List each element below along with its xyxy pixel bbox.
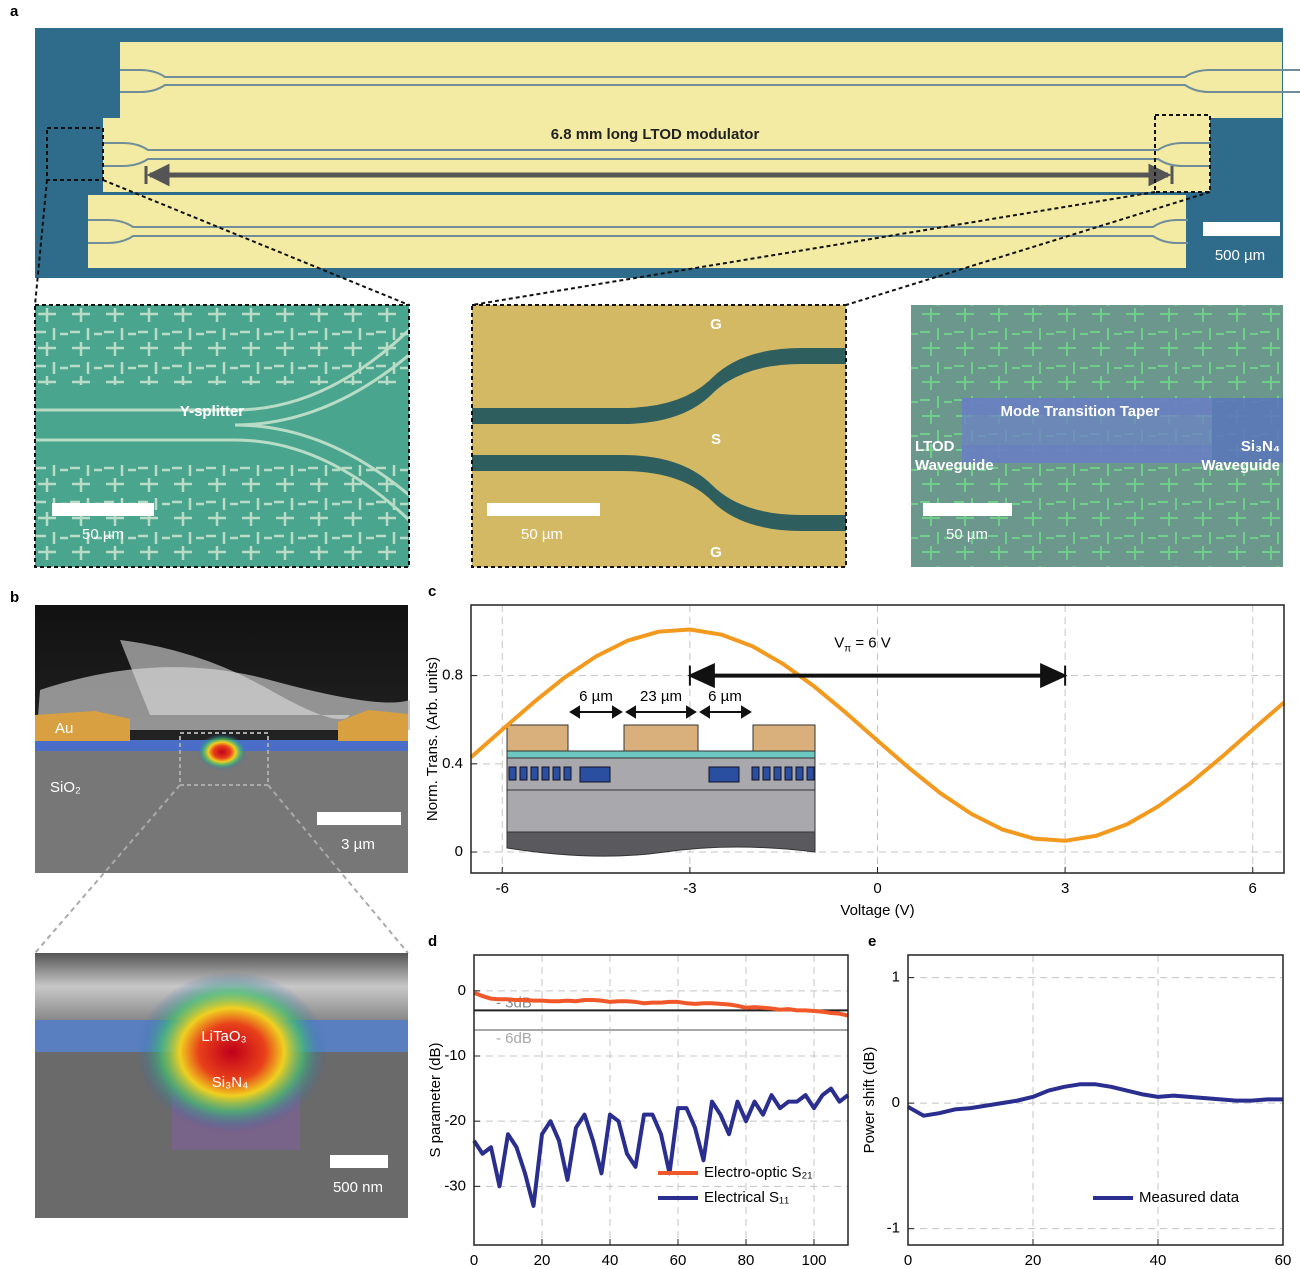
scale-label: 500 nm	[333, 1179, 383, 1196]
inset-y-splitter: Y-splitter 50 µm	[35, 305, 409, 567]
electrode-label: G	[710, 316, 722, 333]
x-axis-title: Voltage (V)	[840, 902, 914, 919]
waveguide-label: Si₃N₄	[1241, 438, 1280, 455]
material-label: SiO₂	[50, 779, 81, 796]
waveguide-label: Waveguide	[1201, 457, 1280, 474]
panel-label: e	[868, 933, 876, 950]
y-tick-label: 1	[892, 969, 900, 986]
scale-label: 50 µm	[521, 526, 563, 543]
scale-label: 50 µm	[82, 526, 124, 543]
x-tick-label: 6	[1249, 880, 1257, 897]
scale-label: 500 µm	[1215, 247, 1265, 264]
waveguide-label: Waveguide	[915, 457, 994, 474]
x-tick-label: 100	[801, 1252, 826, 1269]
annotation-main: V	[834, 635, 844, 652]
material-label: Si₃N₄	[212, 1074, 248, 1091]
legend-label: Measured data	[1139, 1189, 1240, 1206]
series-line	[474, 1089, 848, 1206]
series-line	[908, 1084, 1283, 1115]
x-tick-label: 0	[470, 1252, 478, 1269]
reference-label: - 6dB	[496, 1030, 532, 1047]
x-tick-label: -6	[496, 880, 509, 897]
y-tick-label: -1	[887, 1220, 900, 1237]
y-axis-title: S parameter (dB)	[427, 1042, 444, 1157]
material-label: LiTaO₃	[201, 1028, 246, 1045]
legend-label: Electrical S₁₁	[704, 1189, 789, 1206]
panel-label: c	[428, 583, 436, 600]
y-splitter-label: Y-splitter	[180, 403, 244, 420]
y-tick-label: 0.4	[442, 755, 463, 772]
y-tick-label: 0	[458, 982, 466, 999]
figure: a b c d e 6.8 mm long LTOD modulator 500…	[0, 0, 1300, 1269]
device-schematic: 6 µm 23 µm 6 µm	[507, 688, 815, 856]
page: {"panel_labels":["a","b","c","d","e"], "…	[0, 0, 1300, 1269]
panel-label: d	[428, 933, 437, 950]
modulator-label: 6.8 mm long LTOD modulator	[551, 126, 760, 143]
y-tick-label: 0	[455, 843, 463, 860]
electrode-label: G	[710, 544, 722, 561]
scale-label: 3 µm	[341, 836, 375, 853]
x-tick-label: 60	[1275, 1252, 1292, 1269]
reference-label: - 3dB	[496, 994, 532, 1011]
y-tick-label: 0.8	[442, 667, 463, 684]
x-tick-label: 40	[1150, 1252, 1167, 1269]
electrode-label: S	[711, 431, 721, 448]
gap-label: 6 µm	[708, 688, 742, 705]
x-tick-label: 0	[904, 1252, 912, 1269]
gap-label: 6 µm	[579, 688, 613, 705]
chip-image: 6.8 mm long LTOD modulator 500 µm	[35, 28, 1300, 305]
gap-label: 23 µm	[640, 688, 682, 705]
x-tick-label: 3	[1061, 880, 1069, 897]
inset-electrodes: G S G 50 µm	[472, 305, 846, 567]
panel-label: a	[10, 3, 19, 20]
annotation-label: Vπ = 6 V	[834, 635, 891, 655]
y-tick-label: -10	[444, 1047, 466, 1064]
y-tick-label: -30	[444, 1177, 466, 1194]
sem-cross-section: Au SiO₂ 3 µm LiTaO₃ Si₃N₄ 500 nm	[35, 605, 410, 1218]
y-axis-title: Power shift (dB)	[861, 1047, 878, 1154]
x-tick-label: 20	[534, 1252, 551, 1269]
x-tick-label: 40	[602, 1252, 619, 1269]
inset-taper: Mode Transition Taper LTOD Waveguide Si₃…	[911, 305, 1283, 567]
legend-label: Electro-optic S₂₁	[704, 1164, 812, 1181]
y-axis-title: Norm. Trans. (Arb. units)	[424, 657, 441, 821]
waveguide-label: LTOD	[915, 438, 955, 455]
x-tick-label: 60	[670, 1252, 687, 1269]
taper-label: Mode Transition Taper	[1001, 403, 1160, 420]
panel-label: b	[10, 589, 19, 606]
x-tick-label: 0	[873, 880, 881, 897]
y-tick-label: -20	[444, 1112, 466, 1129]
annotation-rest: = 6 V	[851, 635, 891, 652]
x-tick-label: 20	[1025, 1252, 1042, 1269]
y-tick-label: 0	[892, 1094, 900, 1111]
x-tick-label: 80	[738, 1252, 755, 1269]
x-tick-label: -3	[683, 880, 696, 897]
material-label: Au	[55, 720, 73, 737]
scale-label: 50 µm	[946, 526, 988, 543]
